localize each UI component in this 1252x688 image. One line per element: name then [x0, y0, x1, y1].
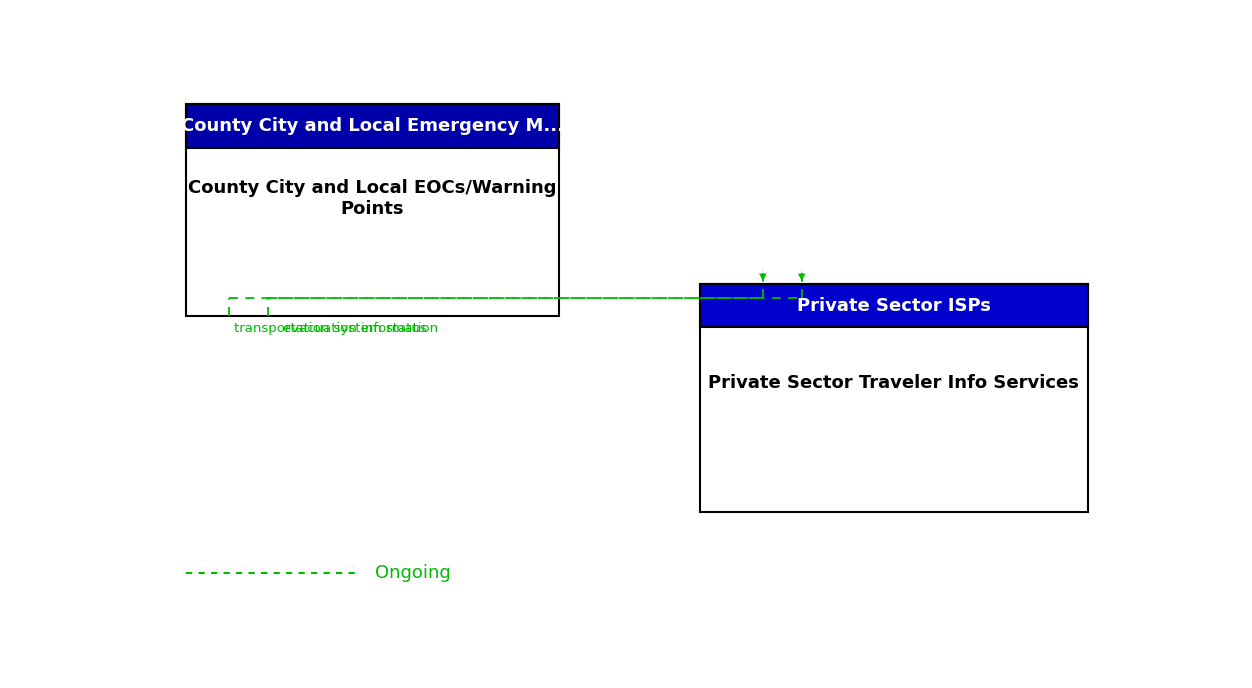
Text: transportation system status: transportation system status	[234, 322, 427, 335]
Text: Private Sector ISPs: Private Sector ISPs	[798, 297, 990, 314]
Text: Ongoing: Ongoing	[374, 563, 451, 581]
Text: County City and Local EOCs/Warning
Points: County City and Local EOCs/Warning Point…	[188, 179, 557, 218]
Bar	[700, 284, 1088, 512]
Bar	[700, 284, 1088, 327]
Text: evacuation information: evacuation information	[283, 322, 438, 335]
Text: County City and Local Emergency M...: County City and Local Emergency M...	[180, 117, 563, 135]
Text: Private Sector Traveler Info Services: Private Sector Traveler Info Services	[709, 374, 1079, 391]
Bar	[185, 104, 560, 316]
Bar	[185, 104, 560, 148]
